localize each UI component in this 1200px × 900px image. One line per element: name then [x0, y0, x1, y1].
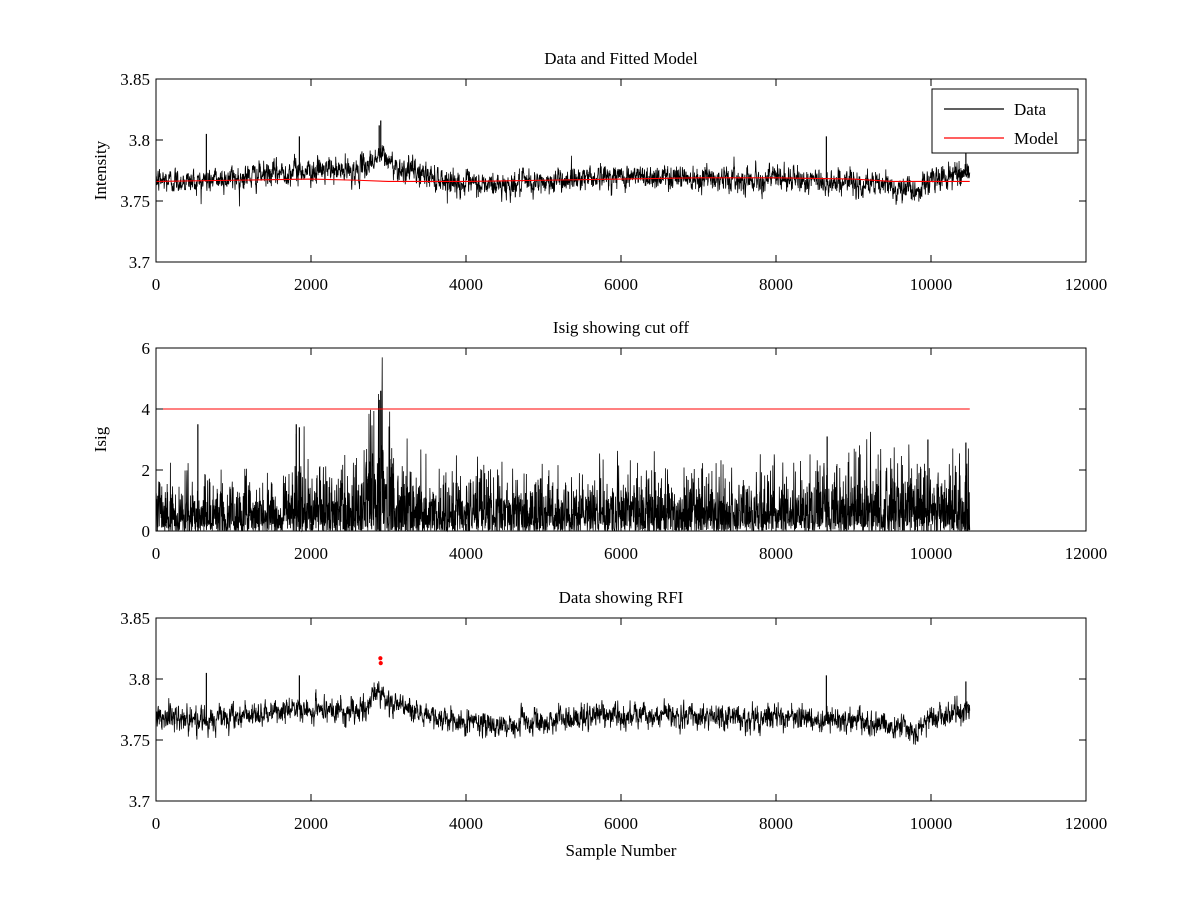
x-tick-label: 8000	[759, 544, 793, 563]
y-tick-label: 3.85	[120, 609, 150, 628]
chart-panel-3: 0 2000 4000 6000 8000 10000 12000 3.7 3.75 3.8 3.8…	[120, 588, 1107, 860]
chart-title: Isig showing cut off	[553, 318, 689, 337]
legend-label-data: Data	[1014, 100, 1047, 119]
x-tick-label: 4000	[449, 275, 483, 294]
y-tick-label: 4	[142, 400, 151, 419]
chart-title: Data and Fitted Model	[544, 49, 698, 68]
legend: Data Model	[931, 88, 1079, 154]
series-data-line	[155, 681, 971, 745]
series-model-line	[155, 177, 970, 183]
x-axis-label: Sample Number	[566, 841, 677, 860]
x-tick-label: 2000	[294, 275, 328, 294]
y-axis-label: Intensity	[91, 140, 110, 200]
x-tick-label: 6000	[604, 814, 638, 833]
x-tick-label: 8000	[759, 275, 793, 294]
x-tick-label: 6000	[604, 544, 638, 563]
x-tick-label: 6000	[604, 275, 638, 294]
x-tick-label: 2000	[294, 544, 328, 563]
y-tick-label: 2	[142, 461, 151, 480]
y-tick-label: 3.7	[129, 792, 151, 811]
y-tick-label: 3.7	[129, 253, 151, 272]
chart-title: Data showing RFI	[559, 588, 684, 607]
x-tick-label: 2000	[294, 814, 328, 833]
y-tick-label: 3.85	[120, 70, 150, 89]
legend-box	[931, 88, 1079, 154]
x-tick-label: 4000	[449, 814, 483, 833]
charts: 0 2000 4000 6000 8000 10000 120003.73.753.83.8…	[91, 49, 1107, 860]
series-data-line	[155, 145, 971, 207]
y-axis-label: Isig	[91, 426, 110, 452]
x-tick-label: 0	[152, 814, 161, 833]
chart-panel-1: 0 2000 4000 6000 8000 10000 12000 3.7 3.75 3.8 3.8…	[91, 49, 1107, 294]
legend-label-model: Model	[1014, 129, 1059, 148]
x-tick-label: 10000	[910, 275, 953, 294]
x-tick-label: 4000	[449, 544, 483, 563]
series-rfi-marker-2	[378, 661, 383, 666]
series-isig-line	[155, 357, 971, 533]
x-tick-label: 12000	[1065, 814, 1108, 833]
x-tick-label: 10000	[910, 544, 953, 563]
chart-panel-2: 0 2000 4000 6000 8000 10000 12000 0 2 4 6 Isig show…	[91, 318, 1107, 563]
x-tick-label: 8000	[759, 814, 793, 833]
x-tick-label: 0	[152, 275, 161, 294]
y-tick-label: 6	[142, 339, 151, 358]
series-rfi-marker-1	[378, 656, 383, 661]
x-tick-label: 10000	[910, 814, 953, 833]
y-tick-label: 3.75	[120, 192, 150, 211]
y-tick-label: 3.75	[120, 731, 150, 750]
x-tick-label: 0	[152, 544, 161, 563]
y-tick-label: 0	[142, 522, 151, 541]
x-tick-label: 12000	[1065, 544, 1108, 563]
y-tick-label: 3.8	[129, 131, 150, 150]
x-tick-label: 12000	[1065, 275, 1108, 294]
y-tick-label: 3.8	[129, 670, 150, 689]
